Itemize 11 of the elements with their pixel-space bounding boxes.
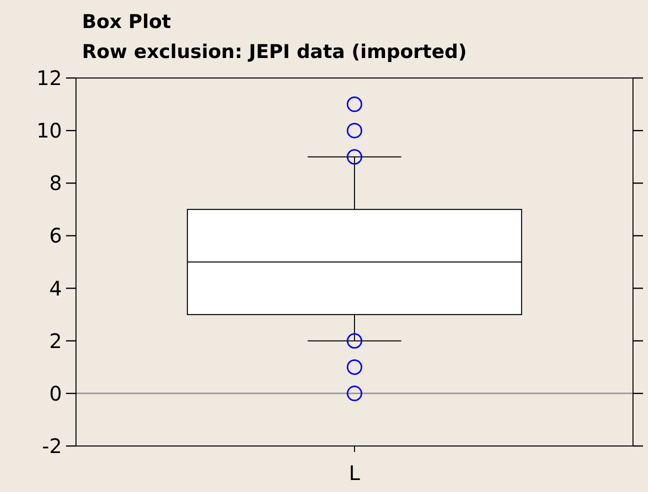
y-tick-label: -2 [42, 434, 62, 458]
x-tick-label: L [348, 461, 361, 485]
y-tick-label: 12 [36, 66, 62, 90]
y-tick-label: 2 [49, 328, 62, 353]
y-tick-label: 10 [36, 118, 62, 143]
chart-title: Box Plot [82, 11, 171, 33]
y-tick-label: 4 [49, 276, 62, 300]
y-tick-label: 6 [49, 224, 62, 248]
chart-subtitle: Row exclusion: JEPI data (imported) [82, 41, 467, 63]
y-tick-label: 0 [49, 381, 62, 406]
y-tick-label: 8 [49, 171, 62, 196]
